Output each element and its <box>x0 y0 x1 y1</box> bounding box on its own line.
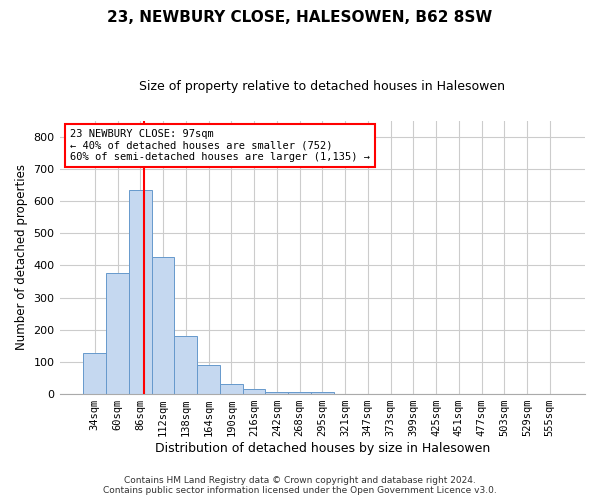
Title: Size of property relative to detached houses in Halesowen: Size of property relative to detached ho… <box>139 80 505 93</box>
Bar <box>152 258 175 394</box>
Text: 23 NEWBURY CLOSE: 97sqm
← 40% of detached houses are smaller (752)
60% of semi-d: 23 NEWBURY CLOSE: 97sqm ← 40% of detache… <box>70 129 370 162</box>
Bar <box>83 353 106 394</box>
Bar <box>311 392 334 394</box>
Bar <box>265 392 288 394</box>
Bar <box>242 390 265 394</box>
Bar <box>197 365 220 394</box>
Y-axis label: Number of detached properties: Number of detached properties <box>15 164 28 350</box>
Bar <box>220 384 242 394</box>
X-axis label: Distribution of detached houses by size in Halesowen: Distribution of detached houses by size … <box>155 442 490 455</box>
Bar <box>175 336 197 394</box>
Bar <box>129 190 152 394</box>
Bar <box>106 274 129 394</box>
Text: Contains HM Land Registry data © Crown copyright and database right 2024.
Contai: Contains HM Land Registry data © Crown c… <box>103 476 497 495</box>
Text: 23, NEWBURY CLOSE, HALESOWEN, B62 8SW: 23, NEWBURY CLOSE, HALESOWEN, B62 8SW <box>107 10 493 25</box>
Bar <box>288 392 311 394</box>
